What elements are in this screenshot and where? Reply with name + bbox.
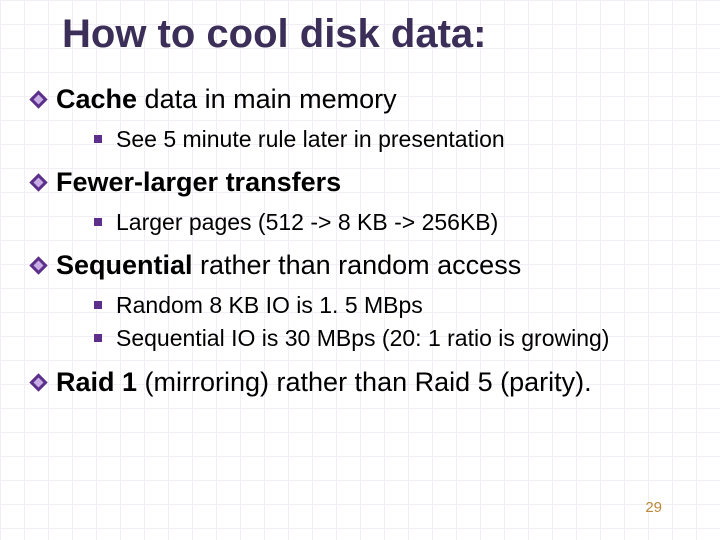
bullet-list: Cache data in main memory See 5 minute r… [28,83,692,399]
list-item: Sequential rather than random access Ran… [28,249,692,355]
sub-list: See 5 minute rule later in presentation [56,123,692,156]
list-item-bold: Raid 1 [56,367,137,397]
page-number: 29 [645,499,662,516]
sub-list-item: Sequential IO is 30 MBps (20: 1 ratio is… [56,322,692,355]
list-item: Cache data in main memory See 5 minute r… [28,83,692,156]
list-item: Fewer-larger transfers Larger pages (512… [28,166,692,239]
slide: How to cool disk data: Cache data in mai… [0,0,720,540]
list-item-text: (mirroring) rather than Raid 5 (parity). [137,367,592,397]
list-item-text: rather than random access [193,250,522,280]
list-item: Raid 1 (mirroring) rather than Raid 5 (p… [28,366,692,400]
sub-list-item: See 5 minute rule later in presentation [56,123,692,156]
sub-list-item: Random 8 KB IO is 1. 5 MBps [56,289,692,322]
list-item-text: data in main memory [137,84,397,114]
slide-title: How to cool disk data: [62,12,692,57]
sub-list: Random 8 KB IO is 1. 5 MBps Sequential I… [56,289,692,356]
list-item-bold: Cache [56,84,137,114]
list-item-bold: Fewer-larger transfers [56,167,341,197]
sub-list: Larger pages (512 -> 8 KB -> 256KB) [56,206,692,239]
sub-list-item: Larger pages (512 -> 8 KB -> 256KB) [56,206,692,239]
list-item-bold: Sequential [56,250,193,280]
